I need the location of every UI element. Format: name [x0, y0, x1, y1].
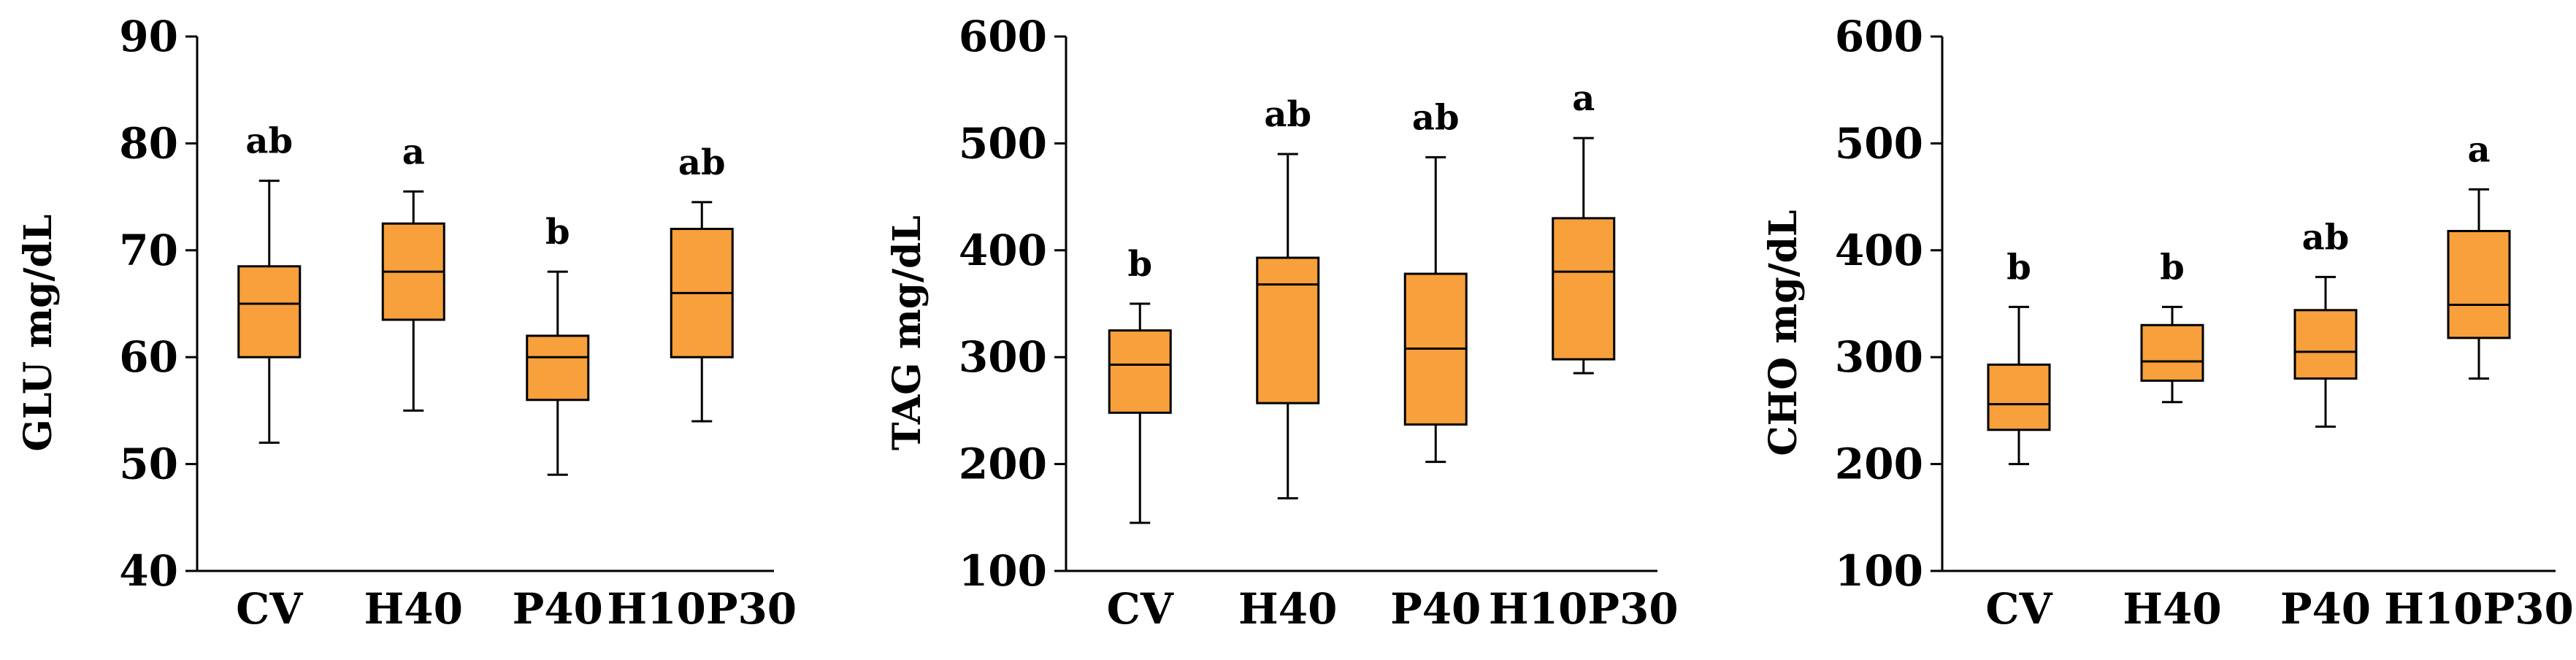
box-rect — [526, 334, 590, 402]
x-category-label: P40 — [1390, 584, 1481, 634]
significance-label: b — [2160, 247, 2185, 288]
box-p40: ab — [2293, 217, 2358, 428]
y-tick-label: 100 — [959, 546, 1047, 596]
x-category-label: CV — [1985, 584, 2052, 634]
significance-label: ab — [2302, 217, 2350, 258]
significance-label: a — [402, 131, 425, 172]
box-cv: ab — [237, 121, 302, 444]
box-rect — [1987, 363, 2051, 431]
x-category-label: H10P30 — [2384, 584, 2574, 634]
y-axis-title: TAG mg/dL — [885, 215, 929, 450]
box-rect — [1256, 256, 1320, 404]
box-cv: b — [1987, 247, 2051, 466]
significance-label: ab — [1412, 97, 1460, 138]
significance-label: a — [2467, 129, 2490, 170]
box-h10p30: a — [2447, 129, 2511, 380]
box-h10p30: ab — [670, 142, 734, 423]
y-axis-title: GLU mg/dL — [16, 215, 61, 452]
box-h40: ab — [1256, 94, 1320, 499]
x-category-label: CV — [236, 584, 303, 634]
y-tick-label: 500 — [959, 118, 1047, 168]
box-rect — [1108, 329, 1172, 414]
significance-label: ab — [678, 142, 726, 183]
significance-label: ab — [245, 121, 293, 162]
x-category-label: H40 — [2123, 584, 2222, 634]
y-axis-title: CHO mg/dL — [1761, 210, 1806, 456]
y-tick-label: 60 — [119, 332, 178, 382]
box-rect — [2447, 229, 2511, 339]
significance-label: b — [545, 212, 570, 253]
x-category-label: H40 — [1238, 584, 1338, 634]
y-tick-label: 400 — [959, 226, 1047, 275]
x-category-label: H40 — [364, 584, 463, 634]
x-category-label: H10P30 — [607, 584, 797, 634]
box-rect — [1552, 217, 1616, 361]
x-category-label: H10P30 — [1489, 584, 1679, 634]
y-tick-label: 200 — [959, 440, 1047, 489]
y-tick-label: 500 — [1835, 118, 1923, 168]
box-h10p30: a — [1552, 78, 1616, 375]
y-tick-label: 40 — [119, 546, 178, 596]
y-tick-label: 600 — [1835, 12, 1923, 61]
box-rect — [2293, 309, 2358, 380]
chart-panel-3: 100 200 300 400 500 600 CHO mg/dL b CV b H40 ab P40 a… — [1761, 12, 2574, 634]
y-tick-label: 100 — [1835, 546, 1923, 596]
y-tick-label: 300 — [1835, 332, 1923, 382]
x-category-label: P40 — [2280, 584, 2371, 634]
y-tick-label: 80 — [119, 118, 178, 168]
significance-label: a — [1572, 78, 1595, 119]
box-p40: ab — [1403, 97, 1468, 464]
y-tick-label: 200 — [1835, 440, 1923, 489]
y-tick-label: 300 — [959, 332, 1047, 382]
x-category-label: CV — [1107, 584, 1174, 634]
significance-label: b — [1127, 244, 1152, 285]
significance-label: b — [2006, 247, 2031, 288]
significance-label: ab — [1264, 94, 1311, 135]
chart-panel-1: 40 50 60 70 80 90 GLU mg/dL ab CV a H40 b P40 ab H10P3… — [16, 12, 797, 634]
y-tick-label: 50 — [119, 440, 178, 489]
y-tick-label: 400 — [1835, 226, 1923, 275]
x-category-label: P40 — [513, 584, 603, 634]
y-tick-label: 70 — [119, 226, 178, 275]
box-rect — [2140, 323, 2204, 382]
y-tick-label: 600 — [959, 12, 1047, 61]
box-h40: a — [381, 131, 445, 412]
box-p40: b — [526, 212, 590, 476]
y-tick-label: 90 — [119, 12, 178, 61]
box-cv: b — [1108, 244, 1172, 524]
chart-panel-2: 100 200 300 400 500 600 TAG mg/dL b CV ab H40 ab P40… — [885, 12, 1679, 634]
box-rect — [237, 265, 302, 358]
box-h40: b — [2140, 247, 2204, 404]
